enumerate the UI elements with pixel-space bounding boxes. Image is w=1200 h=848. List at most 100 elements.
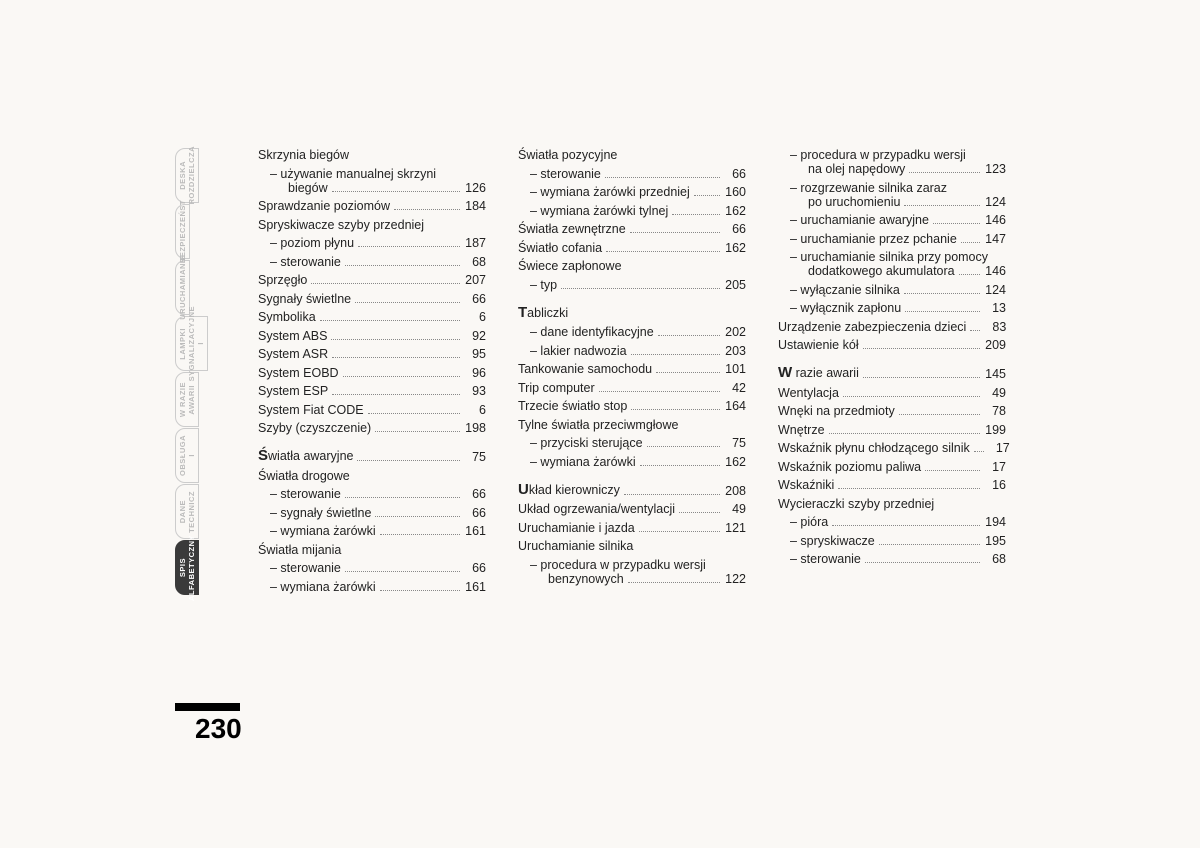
leader-dots [345,571,460,572]
entry-page: 194 [984,515,1006,529]
leader-dots [904,205,980,206]
entry-page: 66 [724,167,746,181]
entry-page: 16 [984,478,1006,492]
index-entry: – typ205 [518,278,746,292]
index-entry: Ustawienie kół209 [778,338,1006,352]
entry-text: – spryskiwacze [778,534,875,548]
leader-dots [631,409,720,410]
leader-dots [933,223,980,224]
entry-page: 66 [464,292,486,306]
entry-text: Wentylacja [778,386,839,400]
leader-dots [375,431,460,432]
entry-text: – sterowanie [258,487,341,501]
index-entry: po uruchomieniu124 [778,195,1006,209]
entry-text: Uruchamianie i jazda [518,521,635,535]
entry-page: 122 [724,572,746,586]
leader-dots [380,590,460,591]
entry-text: – używanie manualnej skrzyni [258,167,436,181]
index-entry: System ESP93 [258,384,486,398]
entry-page: 13 [984,301,1006,315]
index-entry: – uruchamianie silnika przy pomocy [778,250,1006,264]
leader-dots [694,195,720,196]
entry-text: – procedura w przypadku wersji [518,558,706,572]
entry-page: 146 [984,213,1006,227]
index-entry: Sprzęgło207 [258,273,486,287]
index-entry: – wymiana żarówki161 [258,524,486,538]
leader-dots [355,302,460,303]
entry-page: 161 [464,580,486,594]
leader-dots [904,293,980,294]
entry-page: 162 [724,204,746,218]
entry-text: Światła pozycyjne [518,148,617,162]
tab-0[interactable]: DESKA ROZDZIELCZA [175,148,199,203]
entry-page: 199 [984,423,1006,437]
leader-dots [899,414,980,415]
index-entry: na olej napędowy123 [778,162,1006,176]
index-entry: – wyłączanie silnika 124 [778,283,1006,297]
entry-text: po uruchomieniu [778,195,900,209]
index-entry: Światła pozycyjne [518,148,746,162]
leader-dots [838,488,980,489]
index-entry: Wentylacja 49 [778,386,1006,400]
leader-dots [647,446,720,447]
entry-text: Światła mijania [258,543,341,557]
entry-text: – sterowanie [258,255,341,269]
entry-text: Urządzenie zabezpieczenia dzieci [778,320,966,334]
index-entry: Światło cofania162 [518,241,746,255]
leader-dots [879,544,980,545]
column-1: Skrzynia biegów– używanie manualnej skrz… [258,148,486,598]
leader-dots [658,335,720,336]
entry-text: – dane identyfikacyjne [518,325,654,339]
entry-text: – wyłączanie silnika [778,283,900,297]
tab-5[interactable]: OBSŁUGA I [175,428,199,483]
index-entry: – sterowanie66 [258,487,486,501]
entry-text: Wskaźniki [778,478,834,492]
leader-dots [606,251,720,252]
index-entry: – sterowanie66 [518,167,746,181]
tab-7-active[interactable]: SPIS ALFABETYCZNY [175,540,199,595]
entry-page: 162 [724,241,746,255]
entry-text: Układ kierowniczy [518,481,620,498]
leader-dots [343,376,460,377]
index-entry: – wyłącznik zapłonu13 [778,301,1006,315]
index-entry: – pióra194 [778,515,1006,529]
index-entry: – rozgrzewanie silnika zaraz [778,181,1006,195]
index-entry: Sygnały świetlne66 [258,292,486,306]
leader-dots [332,357,460,358]
leader-dots [624,494,720,495]
entry-text: Wycieraczki szyby przedniej [778,497,934,511]
leader-dots [639,531,720,532]
entry-text: Wnętrze [778,423,825,437]
leader-dots [605,177,720,178]
entry-text: – uruchamianie przez pchanie [778,232,957,246]
entry-text: Tankowanie samochodu [518,362,652,376]
entry-page: 187 [464,236,486,250]
tab-4[interactable]: W RAZIE AWARII [175,372,199,427]
index-entry: – poziom płynu187 [258,236,486,250]
entry-text: – wymiana żarówki [258,580,376,594]
index-entry: Świece zapłonowe [518,259,746,273]
entry-page: 121 [724,521,746,535]
index-entry: System EOBD96 [258,366,486,380]
entry-page: 162 [724,455,746,469]
leader-dots [843,396,980,397]
entry-page: 184 [464,199,486,213]
index-entry: Wnęki na przedmioty78 [778,404,1006,418]
index-entry: – lakier nadwozia203 [518,344,746,358]
tab-6[interactable]: DANE TECHNICZ [175,484,199,539]
entry-text: dodatkowego akumulatora [778,264,955,278]
index-entry: Urządzenie zabezpieczenia dzieci83 [778,320,1006,334]
entry-page: 126 [464,181,486,195]
entry-page: 209 [984,338,1006,352]
entry-page: 124 [984,283,1006,297]
tab-3[interactable]: LAMPKI SYGNALIZACYJNE I [175,316,208,371]
entry-page: 49 [984,386,1006,400]
index-entry: Symbolika6 [258,310,486,324]
tab-1[interactable]: BEZPIECZEŃST [175,204,190,259]
entry-text: – wymiana żarówki przedniej [518,185,690,199]
index-entry: – sygnały świetlne66 [258,506,486,520]
entry-text: System EOBD [258,366,339,380]
index-entry: Wskaźniki 16 [778,478,1006,492]
side-tabs: DESKA ROZDZIELCZA BEZPIECZEŃST URUCHAMIA… [175,148,243,596]
index-entry: – procedura w przypadku wersji [778,148,1006,162]
